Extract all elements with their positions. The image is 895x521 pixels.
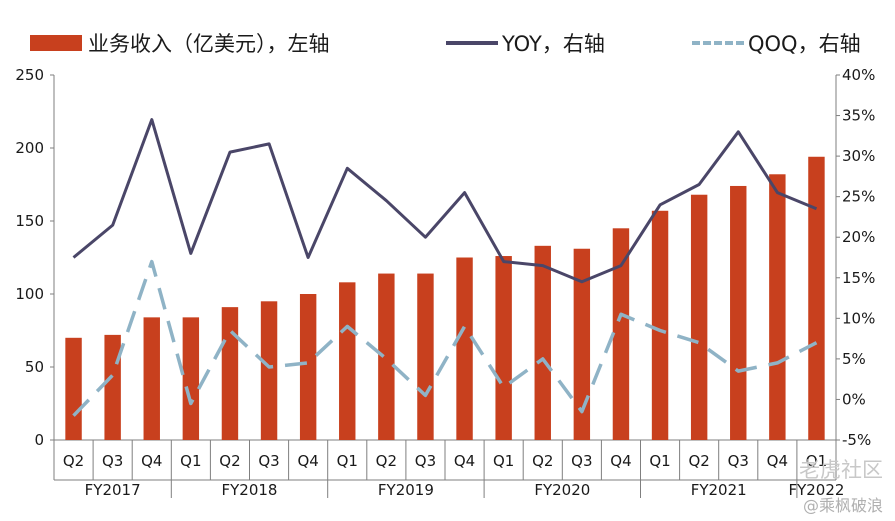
revenue-bar [182, 317, 200, 440]
revenue-bar [730, 185, 747, 440]
fiscal-year-label: FY2021 [691, 481, 747, 499]
revenue-bar [378, 273, 395, 440]
watermark-author: @乘枫破浪 [802, 496, 883, 515]
fiscal-year-label: FY2020 [534, 481, 590, 499]
axis-labels: 0 50 100 150 200 250 -5% 0% 5% 10% 15% 20% 25% 30% 35%… [15, 66, 875, 499]
fiscal-year-label: FY2018 [222, 481, 278, 499]
quarter-label: Q1 [337, 452, 358, 470]
revenue-bar [612, 228, 630, 440]
watermark-community: 老虎社区 [799, 458, 883, 482]
revenue-bar [495, 256, 512, 440]
growth-lines [72, 118, 818, 417]
qoq-line [72, 259, 818, 417]
revenue-bar [299, 294, 317, 440]
right-tick-label: 25% [842, 188, 875, 206]
revenue-bar [104, 334, 121, 440]
revenue-bar [260, 301, 278, 440]
legend-item-yoy: YOY，右轴 [446, 28, 605, 58]
axes [50, 74, 840, 498]
fiscal-year-label: FY2022 [788, 481, 844, 499]
revenue-bar [769, 174, 786, 440]
left-tick-label: 50 [25, 358, 44, 376]
left-tick-label: 200 [15, 139, 44, 157]
left-tick-label: 0 [34, 431, 44, 449]
legend-item-qoq: QOQ，右轴 [692, 28, 861, 58]
quarter-label: Q2 [219, 452, 240, 470]
right-tick-label: 0% [842, 390, 866, 408]
revenue-bar [143, 317, 160, 440]
quarter-label: Q3 [728, 452, 749, 470]
quarter-label: Q3 [415, 452, 436, 470]
quarter-label: Q2 [63, 452, 84, 470]
revenue-bar [417, 273, 434, 440]
revenue-bar [339, 282, 356, 440]
quarter-label: Q4 [141, 452, 162, 470]
quarter-label: Q2 [532, 452, 553, 470]
quarter-label: Q1 [493, 452, 514, 470]
revenue-bar [573, 248, 591, 440]
left-tick-label: 100 [15, 285, 44, 303]
quarter-label: Q3 [571, 452, 592, 470]
quarter-label: Q3 [102, 452, 123, 470]
quarter-label: Q4 [297, 452, 318, 470]
legend-qoq-label: QOQ，右轴 [748, 32, 861, 56]
right-tick-label: 30% [842, 147, 875, 165]
revenue-bar [65, 337, 82, 440]
revenue-bars [65, 156, 825, 440]
quarter-label: Q4 [454, 452, 475, 470]
quarter-label: Q3 [258, 452, 279, 470]
right-tick-label: 40% [842, 66, 875, 84]
quarter-label: Q4 [767, 452, 788, 470]
revenue-bar [534, 245, 551, 440]
legend-revenue-label: 业务收入（亿美元），左轴 [88, 32, 330, 56]
revenue-bar [690, 194, 708, 440]
revenue-swatch [30, 35, 82, 51]
yoy-line [72, 118, 818, 284]
quarter-label: Q2 [688, 452, 709, 470]
left-tick-label: 150 [15, 212, 44, 230]
right-tick-label: 20% [842, 228, 875, 246]
quarter-label: Q2 [376, 452, 397, 470]
fiscal-year-label: FY2019 [378, 481, 434, 499]
revenue-bar [221, 307, 239, 440]
right-tick-label: -5% [842, 431, 871, 449]
quarter-label: Q1 [806, 452, 827, 470]
revenue-bar [456, 257, 473, 440]
quarter-label: Q1 [180, 452, 201, 470]
quarter-label: Q4 [610, 452, 631, 470]
revenue-bar [808, 156, 825, 440]
right-tick-label: 35% [842, 107, 875, 125]
quarter-label: Q1 [649, 452, 670, 470]
revenue-bar [651, 210, 669, 440]
legend-item-revenue: 业务收入（亿美元），左轴 [30, 28, 330, 58]
right-tick-label: 15% [842, 269, 875, 287]
legend: 业务收入（亿美元），左轴 YOY，右轴 QOQ，右轴 [0, 28, 895, 58]
right-tick-label: 5% [842, 350, 866, 368]
qoq-swatch [692, 41, 744, 45]
left-tick-label: 250 [15, 66, 44, 84]
yoy-swatch [446, 41, 498, 45]
legend-yoy-label: YOY，右轴 [502, 32, 605, 56]
fiscal-year-label: FY2017 [85, 481, 141, 499]
right-tick-label: 10% [842, 309, 875, 327]
